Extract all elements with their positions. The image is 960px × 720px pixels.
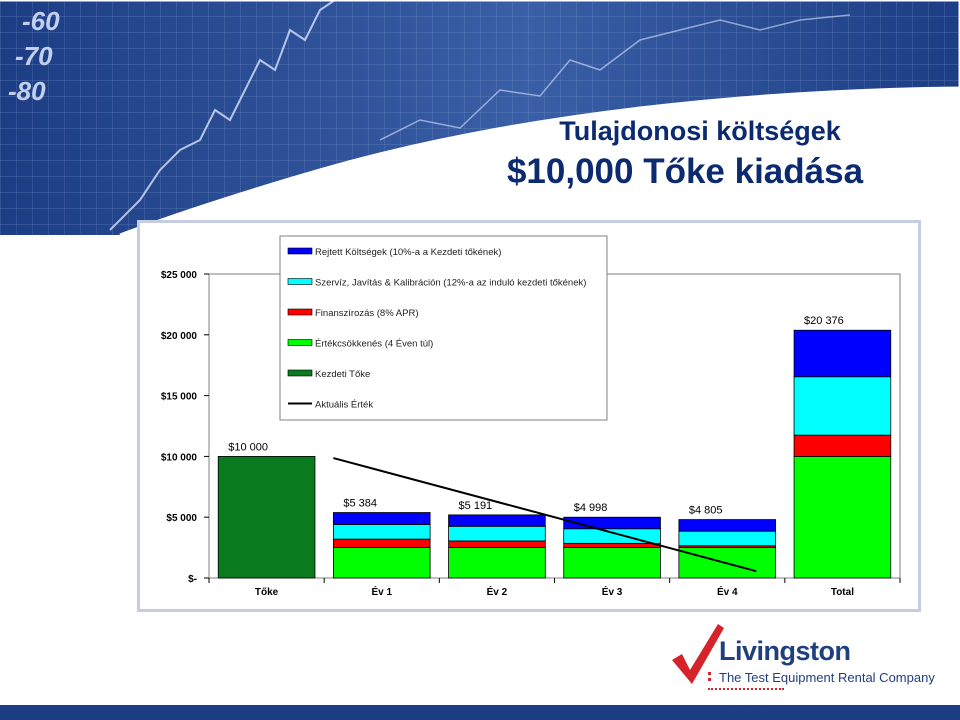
bar-segment xyxy=(793,329,892,378)
legend-label: Aktuális Érték xyxy=(315,400,373,411)
bar-segment xyxy=(448,547,546,579)
legend-swatch xyxy=(287,247,313,255)
bar-segment xyxy=(793,455,892,579)
slide-subtitle: $10,000 Tőke kiadása xyxy=(506,152,864,191)
data-label: $5 191 xyxy=(459,500,493,512)
bar-segment xyxy=(332,547,431,579)
bar-segment xyxy=(448,525,546,542)
header-banner: -60 -70 -80 xyxy=(0,0,960,235)
legend-swatch xyxy=(287,339,313,346)
x-tick-label: Tőke xyxy=(255,587,279,598)
x-tick-label: Total xyxy=(831,587,854,598)
bar-segment xyxy=(793,434,892,457)
legend-swatch xyxy=(287,369,313,377)
y-tick-label: $15 000 xyxy=(161,392,198,403)
x-tick-label: Év 2 xyxy=(487,585,508,598)
x-tick-label: Év 1 xyxy=(371,585,392,598)
data-label: $20 376 xyxy=(804,315,844,327)
legend-label: Kezdeti Tőke xyxy=(315,369,370,380)
checkmark-icon xyxy=(672,624,724,684)
y-tick-label: $5 000 xyxy=(166,513,197,524)
slide-title: Tulajdonosi költségek xyxy=(559,116,841,146)
y-tick-label: $10 000 xyxy=(161,452,198,463)
bar-segment xyxy=(793,376,892,436)
legend xyxy=(279,235,608,421)
data-label: $10 000 xyxy=(228,441,268,453)
logo-tagline: The Test Equipment Rental Company xyxy=(719,670,935,685)
bar-segment xyxy=(563,542,661,548)
banner-tick-label: -80 xyxy=(8,76,46,106)
y-tick-label: $20 000 xyxy=(161,331,198,342)
logo-name: Livingston xyxy=(719,636,851,666)
bar-segment xyxy=(332,512,431,525)
legend-label: Finanszírozás (8% APR) xyxy=(315,308,418,319)
footer-bar xyxy=(0,705,960,720)
bar-segment xyxy=(217,455,316,579)
bar-segment xyxy=(563,547,661,579)
bar-segment xyxy=(448,540,546,548)
livingston-logo xyxy=(672,624,724,684)
logo-colon xyxy=(708,670,712,682)
y-tick-label: $25 000 xyxy=(161,270,198,281)
legend-swatch xyxy=(287,308,313,316)
x-tick-label: Év 3 xyxy=(602,585,623,598)
data-label: $4 805 xyxy=(689,505,723,517)
data-label: $4 998 xyxy=(574,502,608,514)
cost-chart: $- $5 000 $10 000 $15 000 $20 000 $25 000 Tőke… xyxy=(161,235,901,598)
bar-segment xyxy=(332,524,431,540)
legend-swatch xyxy=(287,278,313,285)
bar-segment xyxy=(563,516,661,530)
bar-segment xyxy=(448,514,546,527)
legend-label: Rejtett Költségek (10%-a a Kezdeti tőkén… xyxy=(315,247,501,258)
banner-tick-label: -60 xyxy=(22,6,60,36)
x-tick-label: Év 4 xyxy=(717,585,738,598)
banner-tick-label: -70 xyxy=(15,41,53,71)
bar-segment xyxy=(678,519,777,532)
bar-segment xyxy=(678,530,777,547)
data-label: $5 384 xyxy=(343,498,377,510)
logo-dotted-underline xyxy=(708,680,784,690)
bar-segment xyxy=(332,538,431,549)
y-tick-label: $- xyxy=(188,574,197,585)
legend-label: Értékcsökkenés (4 Éven túl) xyxy=(315,339,433,350)
legend-label: Szervíz, Javítás & Kalibráción (12%-a az… xyxy=(315,278,586,289)
line-series xyxy=(333,457,757,573)
